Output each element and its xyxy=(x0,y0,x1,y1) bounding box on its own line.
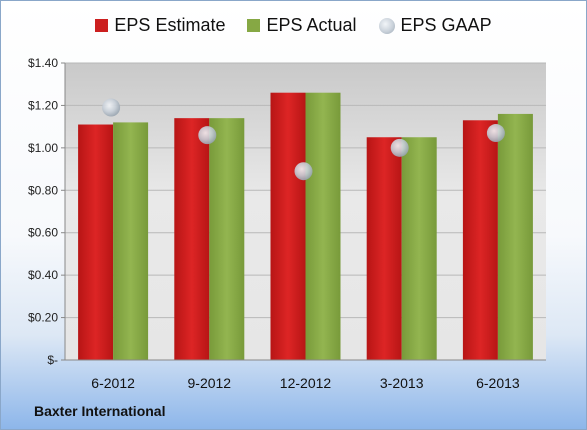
y-tick-label: $1.40 xyxy=(28,56,58,70)
bar-eps-estimate xyxy=(366,137,402,360)
gaap-points xyxy=(102,98,505,181)
y-tick-label: $0.60 xyxy=(28,226,58,240)
chart-legend: EPS Estimate EPS Actual EPS GAAP xyxy=(1,15,586,36)
legend-label-eps-estimate: EPS Estimate xyxy=(114,15,226,35)
legend-label-eps-gaap: EPS GAAP xyxy=(400,15,492,35)
legend-swatch-eps-actual xyxy=(247,19,261,32)
x-tick-label: 6-2012 xyxy=(91,375,135,391)
legend-swatch-eps-estimate xyxy=(95,19,109,32)
company-label: Baxter International xyxy=(34,403,166,419)
bar-eps-actual xyxy=(401,137,437,360)
y-axis: $- $0.20 $0.40 $0.60 $0.80 $1.00 $1.20 $1.40 xyxy=(28,56,66,367)
bar-eps-actual xyxy=(209,118,245,361)
bar-eps-estimate xyxy=(174,118,210,361)
y-tick-label: $1.20 xyxy=(28,98,58,112)
x-tick-label: 3-2013 xyxy=(380,375,424,391)
bar-eps-estimate xyxy=(462,120,498,361)
y-tick-label: $0.20 xyxy=(28,311,58,325)
x-tick-label: 9-2012 xyxy=(188,375,232,391)
bar-eps-estimate xyxy=(78,124,114,361)
legend-item-eps-gaap: EPS GAAP xyxy=(378,15,492,36)
legend-item-eps-estimate: EPS Estimate xyxy=(95,15,225,36)
legend-label-eps-actual: EPS Actual xyxy=(266,15,357,35)
bar-eps-actual xyxy=(113,122,149,361)
y-tick-label: $- xyxy=(47,353,58,367)
point-eps-gaap xyxy=(294,162,313,181)
legend-item-eps-actual: EPS Actual xyxy=(247,15,357,36)
bar-eps-actual xyxy=(305,92,341,360)
legend-swatch-eps-gaap xyxy=(378,17,395,34)
bar-eps-actual xyxy=(497,113,533,361)
bars xyxy=(78,92,533,361)
x-tick-label: 6-2013 xyxy=(476,375,520,391)
x-axis: 6-2012 9-2012 12-2012 3-2013 6-2013 xyxy=(65,359,546,391)
bar-eps-estimate xyxy=(270,92,306,360)
point-eps-gaap xyxy=(198,126,217,145)
x-tick-label: 12-2012 xyxy=(280,375,332,391)
point-eps-gaap xyxy=(390,138,409,157)
y-tick-label: $0.40 xyxy=(28,268,58,282)
point-eps-gaap xyxy=(486,124,505,143)
point-eps-gaap xyxy=(102,98,121,117)
y-tick-label: $0.80 xyxy=(28,183,58,197)
y-tick-label: $1.00 xyxy=(28,141,58,155)
